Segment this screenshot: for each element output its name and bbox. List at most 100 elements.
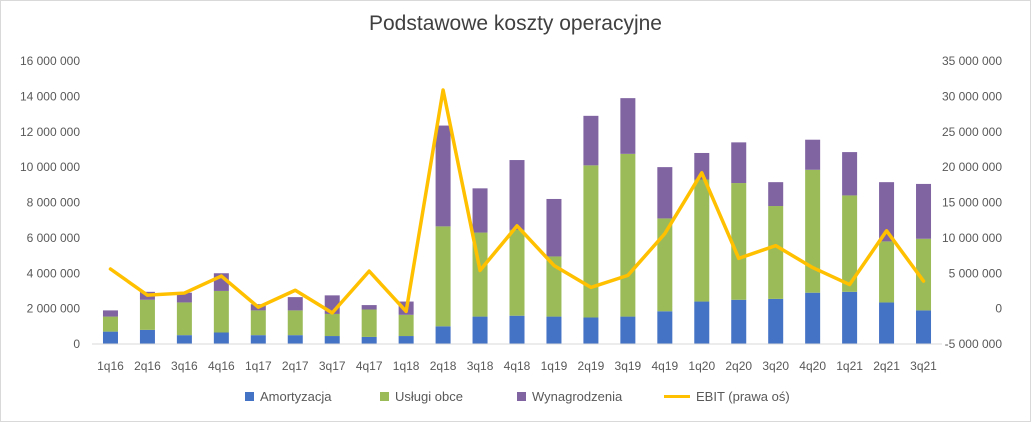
bar-us-ugi-obce <box>361 309 377 337</box>
left-axis-tick-label: 8 000 000 <box>27 196 81 210</box>
bar-us-ugi-obce <box>694 179 710 302</box>
bar-wynagrodzenia <box>694 152 710 180</box>
bar-wynagrodzenia <box>879 182 895 242</box>
bar-us-ugi-obce <box>250 310 266 336</box>
bar-wynagrodzenia <box>842 152 858 196</box>
bar-amortyzacja <box>583 317 599 344</box>
bar-amortyzacja <box>435 326 451 344</box>
legend: Amortyzacja Usługi obce Wynagrodzenia EB… <box>0 386 1031 408</box>
category-tick-label: 1q20 <box>688 359 715 373</box>
legend-item-wynagrodzenia: Wynagrodzenia <box>517 386 622 406</box>
bar-us-ugi-obce <box>805 169 821 293</box>
category-tick-label: 4q18 <box>504 359 531 373</box>
bar-amortyzacja <box>102 331 118 344</box>
right-axis-tick-label: 5 000 000 <box>949 266 1003 280</box>
bar-us-ugi-obce <box>620 153 636 317</box>
bar-amortyzacja <box>398 336 414 344</box>
bar-us-ugi-obce <box>583 165 599 318</box>
bar-wynagrodzenia <box>916 183 932 239</box>
category-tick-label: 4q17 <box>356 359 383 373</box>
bar-amortyzacja <box>250 335 266 344</box>
bar-amortyzacja <box>213 332 229 344</box>
left-axis-tick-label: 16 000 000 <box>20 54 80 68</box>
right-axis-tick-label: -5 000 000 <box>945 337 1003 351</box>
bar-amortyzacja <box>139 329 155 344</box>
bar-us-ugi-obce <box>657 218 673 312</box>
bar-amortyzacja <box>324 336 340 344</box>
legend-swatch-uslugi-obce <box>380 391 389 401</box>
bar-us-ugi-obce <box>916 238 932 311</box>
left-axis-tick-label: 6 000 000 <box>27 231 81 245</box>
left-axis-tick-label: 2 000 000 <box>27 302 81 316</box>
bar-us-ugi-obce <box>176 302 192 336</box>
bar-us-ugi-obce <box>842 195 858 292</box>
left-axis-tick-label: 14 000 000 <box>20 89 80 103</box>
bar-us-ugi-obce <box>139 299 155 330</box>
category-tick-label: 1q21 <box>836 359 863 373</box>
right-axis-tick-label: 25 000 000 <box>942 125 1002 139</box>
bar-amortyzacja <box>916 310 932 344</box>
category-tick-label: 1q19 <box>541 359 568 373</box>
bar-wynagrodzenia <box>435 125 451 227</box>
right-axis-tick-label: 10 000 000 <box>942 231 1002 245</box>
bar-us-ugi-obce <box>509 229 525 316</box>
left-axis-tick-label: 0 <box>73 337 80 351</box>
category-tick-label: 2q21 <box>873 359 900 373</box>
bar-us-ugi-obce <box>213 290 229 333</box>
bar-wynagrodzenia <box>102 310 118 317</box>
legend-label-amortyzacja: Amortyzacja <box>260 388 332 404</box>
bar-amortyzacja <box>805 292 821 344</box>
category-tick-label: 1q18 <box>393 359 420 373</box>
bar-wynagrodzenia <box>361 305 377 310</box>
bar-us-ugi-obce <box>102 316 118 332</box>
category-tick-label: 4q16 <box>208 359 235 373</box>
category-tick-label: 2q17 <box>282 359 309 373</box>
left-axis-tick-label: 12 000 000 <box>20 125 80 139</box>
right-axis-tick-label: 30 000 000 <box>942 89 1002 103</box>
bar-wynagrodzenia <box>657 167 673 219</box>
right-axis-tick-label: 0 <box>995 302 1002 316</box>
bar-wynagrodzenia <box>287 297 303 311</box>
bar-wynagrodzenia <box>731 142 747 184</box>
legend-label-uslugi-obce: Usługi obce <box>395 388 463 404</box>
legend-item-amortyzacja: Amortyzacja <box>245 386 332 406</box>
category-tick-label: 2q19 <box>578 359 605 373</box>
category-tick-label: 3q17 <box>319 359 346 373</box>
bar-amortyzacja <box>879 302 895 344</box>
bar-us-ugi-obce <box>287 310 303 336</box>
chart-title: Podstawowe koszty operacyjne <box>369 12 662 35</box>
right-axis-tick-label: 15 000 000 <box>942 196 1002 210</box>
bar-wynagrodzenia <box>176 292 192 303</box>
legend-swatch-ebit <box>664 394 690 398</box>
bar-us-ugi-obce <box>768 206 784 299</box>
bar-us-ugi-obce <box>546 256 562 317</box>
right-axis-tick-label: 35 000 000 <box>942 54 1002 68</box>
bar-wynagrodzenia <box>583 115 599 166</box>
category-tick-label: 2q20 <box>725 359 752 373</box>
bar-amortyzacja <box>768 298 784 344</box>
bar-amortyzacja <box>361 336 377 344</box>
category-tick-label: 3q21 <box>910 359 937 373</box>
category-tick-label: 3q20 <box>762 359 789 373</box>
bar-us-ugi-obce <box>398 314 414 337</box>
bar-amortyzacja <box>842 291 858 344</box>
legend-item-ebit: EBIT (prawa oś) <box>664 386 790 406</box>
bar-amortyzacja <box>472 316 488 344</box>
bar-amortyzacja <box>176 335 192 344</box>
category-tick-label: 3q16 <box>171 359 198 373</box>
bar-us-ugi-obce <box>731 183 747 300</box>
category-tick-label: 2q16 <box>134 359 161 373</box>
bar-us-ugi-obce <box>324 313 340 337</box>
bar-us-ugi-obce <box>435 226 451 327</box>
right-axis-tick-label: 20 000 000 <box>942 160 1002 174</box>
category-tick-label: 3q19 <box>615 359 642 373</box>
category-tick-label: 4q20 <box>799 359 826 373</box>
bar-wynagrodzenia <box>546 198 562 257</box>
legend-item-uslugi-obce: Usługi obce <box>380 386 463 406</box>
left-axis-tick-label: 10 000 000 <box>20 160 80 174</box>
bar-wynagrodzenia <box>768 182 784 207</box>
legend-swatch-wynagrodzenia <box>517 391 526 401</box>
bar-amortyzacja <box>287 335 303 344</box>
bar-wynagrodzenia <box>805 139 821 170</box>
